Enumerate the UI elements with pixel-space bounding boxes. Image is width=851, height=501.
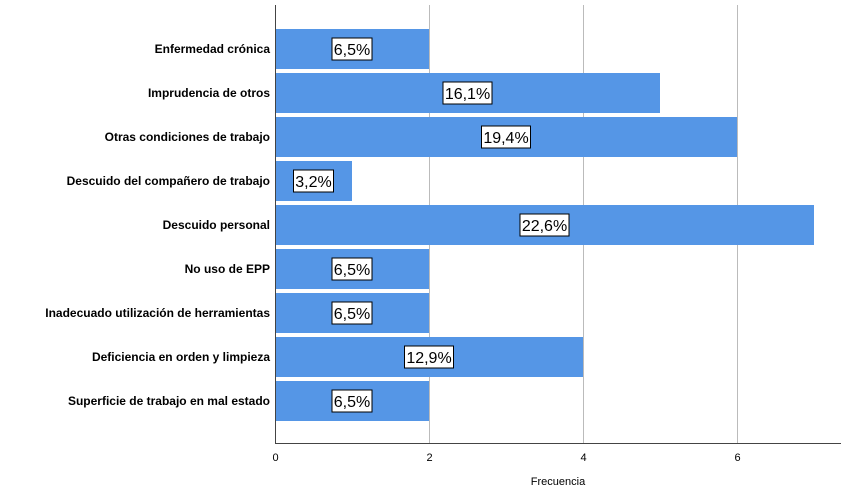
x-tick-label: 4	[580, 452, 586, 464]
x-axis-title: Frecuencia	[531, 476, 586, 488]
category-label: Inadecuado utilización de herramientas	[45, 306, 270, 320]
category-label: Descuido personal	[163, 218, 270, 232]
data-label: 6,5%	[334, 306, 370, 323]
x-tick-label: 0	[272, 452, 278, 464]
category-label: Imprudencia de otros	[148, 86, 270, 100]
data-label: 3,2%	[295, 174, 331, 191]
category-label: Descuido del compañero de trabajo	[67, 174, 270, 188]
category-label: Superficie de trabajo en mal estado	[68, 394, 270, 408]
category-label: Deficiencia en orden y limpieza	[92, 350, 270, 364]
x-ticks: 0 2 4 6	[272, 452, 740, 464]
data-label-box	[404, 345, 454, 369]
category-label: Otras condiciones de trabajo	[105, 130, 270, 144]
data-label-box	[331, 37, 373, 61]
data-label: 16,1%	[445, 86, 490, 103]
x-tick-label: 2	[426, 452, 432, 464]
data-label-box	[331, 301, 373, 325]
data-label-box	[442, 81, 493, 105]
category-label: No uso de EPP	[185, 262, 270, 276]
category-label: Enfermedad crónica	[155, 42, 271, 56]
category-labels: Enfermedad crónica Imprudencia de otros Ot…	[45, 42, 270, 408]
bars: 6,5% 16,1% 19,4% 3,2% 22,6% 6,5% 6,5% 12,9% 6,5%	[276, 29, 814, 421]
data-label: 6,5%	[334, 262, 370, 279]
data-label-box	[331, 389, 373, 413]
data-label: 19,4%	[483, 130, 528, 147]
data-label-box	[519, 213, 570, 237]
data-label-box	[293, 169, 334, 193]
data-label: 6,5%	[334, 42, 370, 59]
data-label: 12,9%	[406, 350, 451, 367]
data-label-box	[331, 257, 373, 281]
data-label: 6,5%	[334, 394, 370, 411]
x-tick-label: 6	[734, 452, 740, 464]
data-label-box	[481, 125, 531, 149]
data-label: 22,6%	[522, 218, 567, 235]
